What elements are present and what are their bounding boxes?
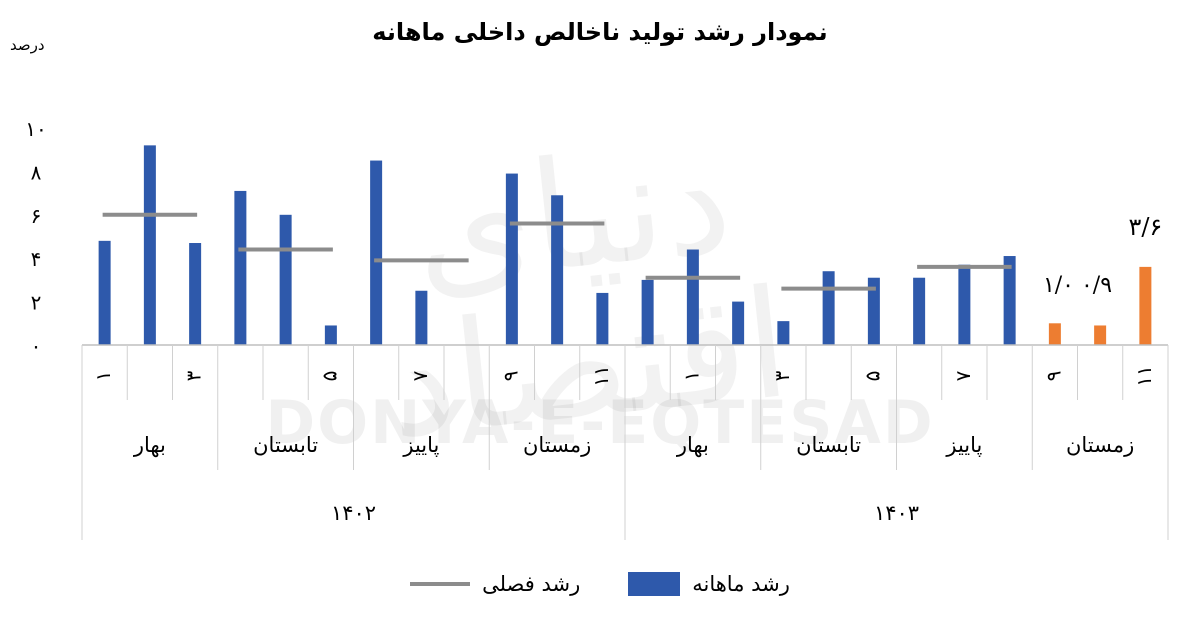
x-quarter-label: پاییز [402,433,439,457]
monthly-bar [777,321,790,345]
monthly-bars [98,145,1152,345]
y-ticks: ۰ ۲ ۴ ۶ ۸ ۱۰ [25,117,46,358]
x-tick-label: ۷ [951,370,975,381]
y-tick-label: ۶ [31,204,42,228]
x-tick-label: ۹ [498,371,522,382]
legend-item-quarterly: رشد فصلی [410,572,580,596]
y-axis-unit: درصد [10,36,45,54]
y-tick-label: ۴ [31,247,42,271]
x-tick-label: ۳ [770,370,794,381]
x-quarter-label: تابستان [253,433,318,457]
monthly-bar [1139,266,1152,345]
x-tick-label: ۱۱ [589,365,613,386]
monthly-bar [958,264,971,345]
monthly-bar [641,279,654,345]
monthly-bar [234,190,247,345]
x-quarter-label: بهار [676,433,709,457]
x-tick-label: ۱۱ [1132,365,1156,386]
x-tick-label: ۵ [317,371,341,382]
data-label: ۱/۰ ۰/۹ [1043,273,1112,298]
x-year-label: ۱۴۰۲ [331,501,376,525]
y-tick-label: ۰ [31,334,42,358]
legend-swatch-bar [628,572,681,596]
chart-title: نمودار رشد تولید ناخالص داخلی ماهانه [372,18,828,46]
y-tick-label: ۱۰ [25,117,46,141]
monthly-bar [1003,256,1016,345]
legend: رشد فصلی رشد ماهانه [0,566,1200,602]
monthly-bar [189,243,202,345]
monthly-bar [98,240,111,345]
monthly-bar [867,277,880,345]
quarterly-lines [102,212,1012,291]
monthly-bar [822,271,835,345]
x-tick-label: ۵ [860,371,884,382]
x-quarter-label: بهار [133,433,166,457]
monthly-bar [913,277,926,345]
monthly-bar [143,145,156,345]
data-labels: ۳/۶ ۱/۰ ۰/۹ [1043,213,1162,298]
monthly-bar [686,249,699,345]
x-tick-label: ۹ [1041,371,1065,382]
x-quarter-label: زمستان [1066,433,1134,457]
data-label: ۳/۶ [1128,213,1162,241]
y-tick-label: ۸ [31,160,42,184]
monthly-bar [279,214,292,345]
x-tick-label: ۱ [91,371,115,382]
monthly-bar [1094,325,1107,345]
x-quarter-label: پاییز [945,433,982,457]
monthly-bar [324,325,337,345]
monthly-bar [505,173,518,345]
x-year-label: ۱۴۰۳ [874,501,919,525]
monthly-bar [1048,323,1061,345]
x-tick-label: ۱ [679,371,703,382]
x-tick-label: ۷ [408,370,432,381]
legend-label-quarterly: رشد فصلی [482,572,581,596]
monthly-bar [370,160,383,345]
x-tick-label: ۳ [182,370,206,381]
legend-label-monthly: رشد ماهانه [692,572,790,596]
legend-swatch-line [410,582,471,586]
y-tick-label: ۲ [31,291,42,315]
monthly-bar [732,301,745,345]
monthly-bar [415,290,428,345]
legend-item-monthly: رشد ماهانه [628,572,790,596]
monthly-bar [551,195,564,345]
x-quarter-label: زمستان [523,433,591,457]
x-quarter-label: تابستان [796,433,861,457]
monthly-bar [596,292,609,345]
